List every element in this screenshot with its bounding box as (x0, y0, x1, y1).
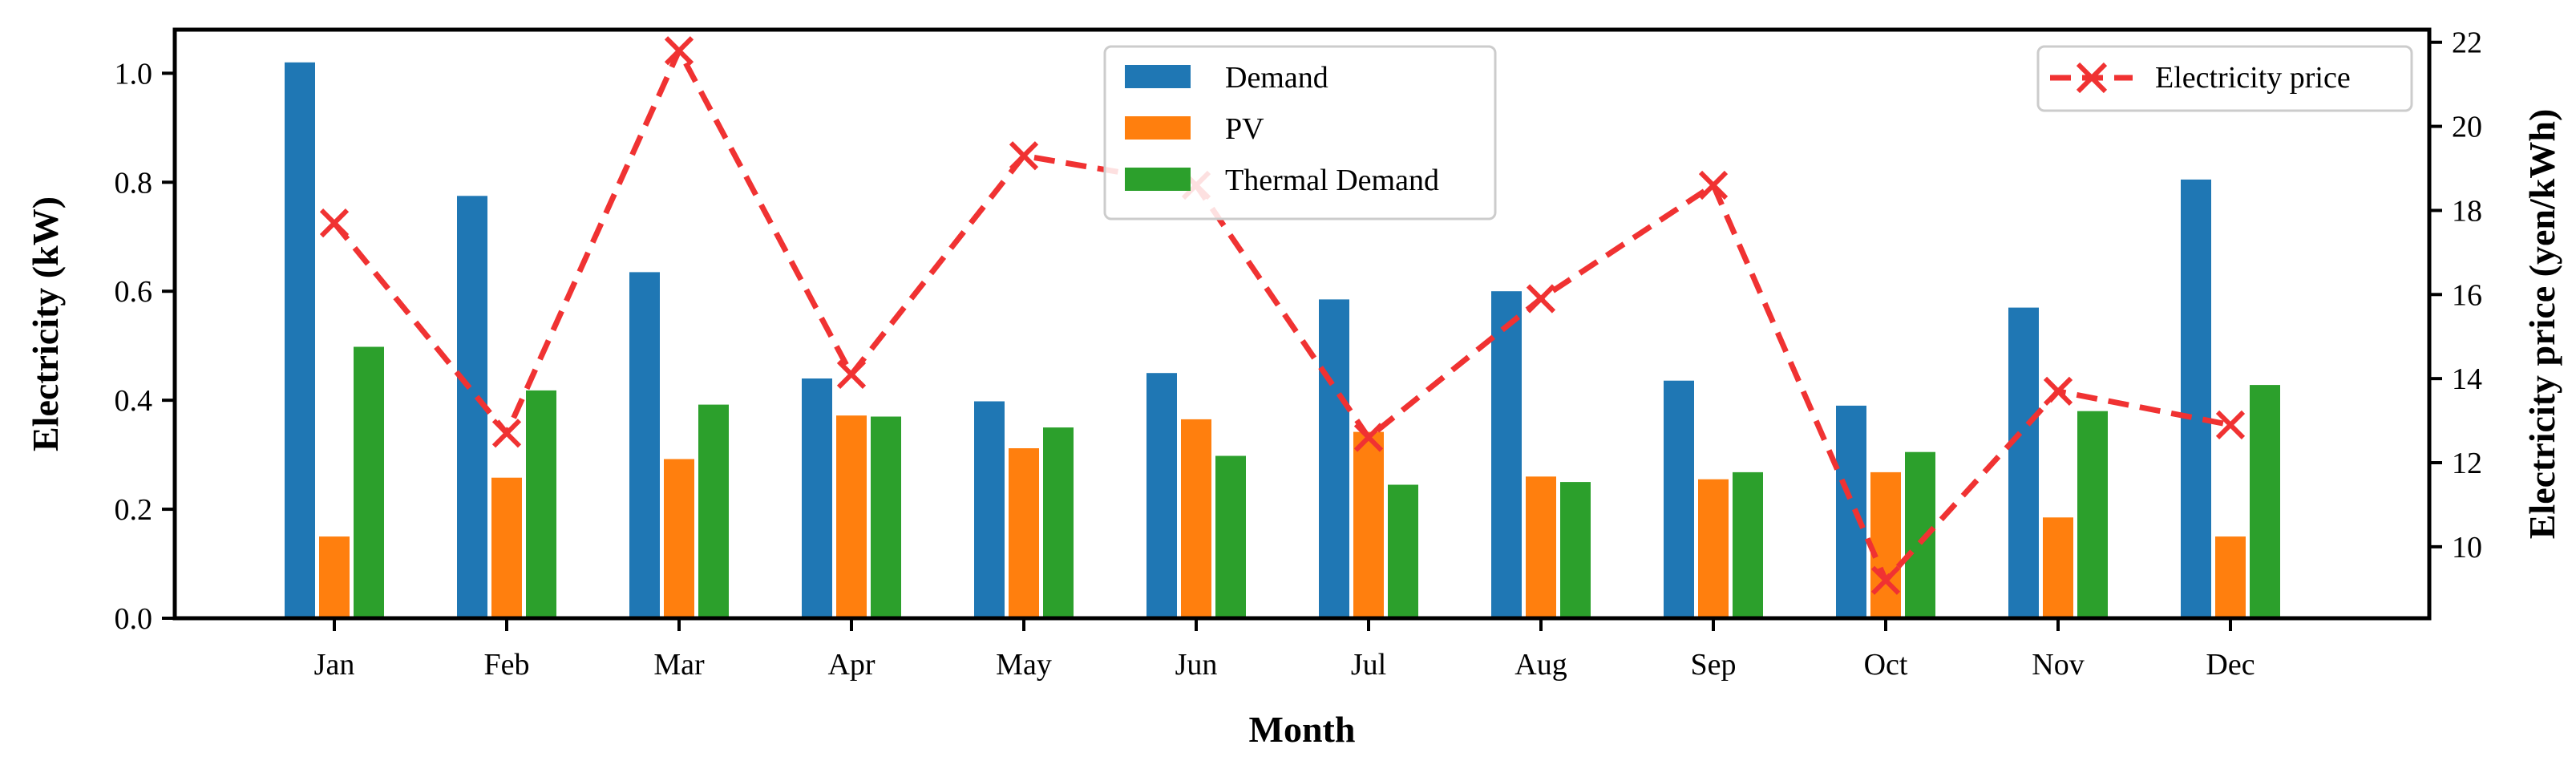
bar-pv (1009, 448, 1039, 618)
price-line (332, 47, 2231, 584)
legend-line-box (2036, 45, 2413, 112)
price-marker (836, 359, 867, 390)
y-tick-label: 0.2 (115, 493, 153, 527)
bar-thermal-demand (1388, 484, 1418, 618)
bar-thermal-demand (1905, 451, 1935, 618)
x-tick-label: Mar (653, 648, 705, 682)
legend-swatch-demand (1125, 65, 1191, 88)
bar-demand (2008, 307, 2039, 618)
legend-bars-box (1103, 45, 1497, 221)
price-marker (1526, 284, 1556, 314)
x-tick-label: Oct (1864, 648, 1908, 682)
y2-tick-label: 10 (2452, 531, 2482, 565)
bar-demand (1664, 380, 1694, 618)
legend-label-thermal-demand: Thermal Demand (1225, 164, 1439, 197)
bar-pv (1698, 479, 1729, 618)
x-tick-label: Feb (484, 648, 530, 682)
price-marker (2043, 376, 2073, 407)
x-axis-ticks: Jan Feb Mar Apr May Jun Jul Aug Sep Oct Nov Dec (314, 618, 2255, 682)
y-tick-label: 0.4 (115, 384, 153, 418)
y2-tick-label: 22 (2452, 26, 2482, 60)
bar-pv (319, 536, 350, 618)
price-marker (664, 36, 694, 66)
y2-tick-label: 12 (2452, 447, 2482, 480)
y2-tick-label: 20 (2452, 111, 2482, 144)
bar-pv (1181, 419, 1211, 618)
y2-tick-label: 14 (2452, 362, 2482, 396)
bar-thermal-demand (1215, 455, 1246, 618)
plot-frame (172, 27, 2432, 621)
y-tick-label: 0.0 (115, 602, 153, 636)
price-marker (319, 208, 350, 238)
x-tick-label: Sep (1691, 648, 1737, 682)
y2-tick-label: 16 (2452, 278, 2482, 312)
bar-demand (974, 401, 1005, 618)
price-marker (1009, 141, 1039, 171)
bar-demand (1836, 405, 1866, 618)
legend-label-pv: PV (1225, 112, 1264, 146)
legend-line: Electricity price (2036, 45, 2413, 112)
price-marker (491, 419, 522, 448)
y2-tick-label: 18 (2452, 194, 2482, 228)
y-tick-label: 1.0 (115, 57, 153, 91)
bar-pv (664, 459, 694, 618)
x-tick-label: Jul (1351, 648, 1386, 682)
bar-pv (1526, 476, 1556, 618)
x-tick-label: Dec (2206, 648, 2255, 682)
right-axis-ticks: 10 12 14 16 18 20 22 (2429, 26, 2482, 565)
bar-demand (1146, 373, 1177, 618)
legend-label-demand: Demand (1225, 61, 1328, 95)
price-marker (1353, 423, 1384, 452)
legend-swatch-thermal-demand (1125, 168, 1191, 191)
x-tick-label: Nov (2032, 648, 2084, 682)
price-marker (1698, 170, 1729, 200)
x-axis-title: Month (1249, 709, 1356, 750)
y-tick-label: 0.6 (115, 275, 153, 309)
x-tick-label: Aug (1514, 648, 1567, 682)
bar-thermal-demand (1560, 482, 1591, 618)
bar-pv (1870, 471, 1901, 618)
x-tick-label: May (996, 648, 1052, 682)
bar-thermal-demand (871, 416, 901, 618)
bar-demand (285, 62, 315, 619)
price-marker (1870, 565, 1901, 595)
bar-demand (2181, 179, 2211, 618)
bar-pv (1353, 431, 1384, 618)
bar-thermal-demand (2077, 411, 2108, 618)
bar-thermal-demand (698, 404, 729, 618)
bar-thermal-demand (2250, 385, 2280, 618)
bar-thermal-demand (526, 390, 556, 618)
bars-layer (285, 62, 2280, 619)
bar-pv (2215, 536, 2246, 618)
bar-thermal-demand (1043, 427, 1074, 618)
bar-demand (629, 272, 660, 618)
x-tick-label: Apr (827, 648, 875, 682)
bar-pv (491, 477, 522, 618)
price-marker (2215, 410, 2246, 439)
bar-thermal-demand (354, 346, 384, 618)
y2-axis-title: Electricity price (yen/kWh) (2521, 109, 2562, 540)
legend-swatch-pv (1125, 116, 1191, 140)
bar-demand (1491, 291, 1522, 618)
legend-bars: Demand PV Thermal Demand (1103, 45, 1497, 221)
bar-thermal-demand (1733, 471, 1763, 618)
bar-pv (836, 415, 867, 618)
y-axis-title: Electricity (kW) (25, 196, 66, 451)
bar-demand (1319, 299, 1349, 618)
legend-line-marker (2076, 62, 2108, 94)
x-tick-label: Jan (314, 648, 355, 682)
y-tick-label: 0.8 (115, 166, 153, 200)
bar-pv (2043, 517, 2073, 618)
bar-demand (802, 378, 832, 618)
x-tick-label: Jun (1175, 648, 1218, 682)
left-axis-ticks: 0.0 0.2 0.4 0.6 0.8 1.0 (115, 57, 175, 636)
legend-label-price: Electricity price (2155, 61, 2351, 95)
